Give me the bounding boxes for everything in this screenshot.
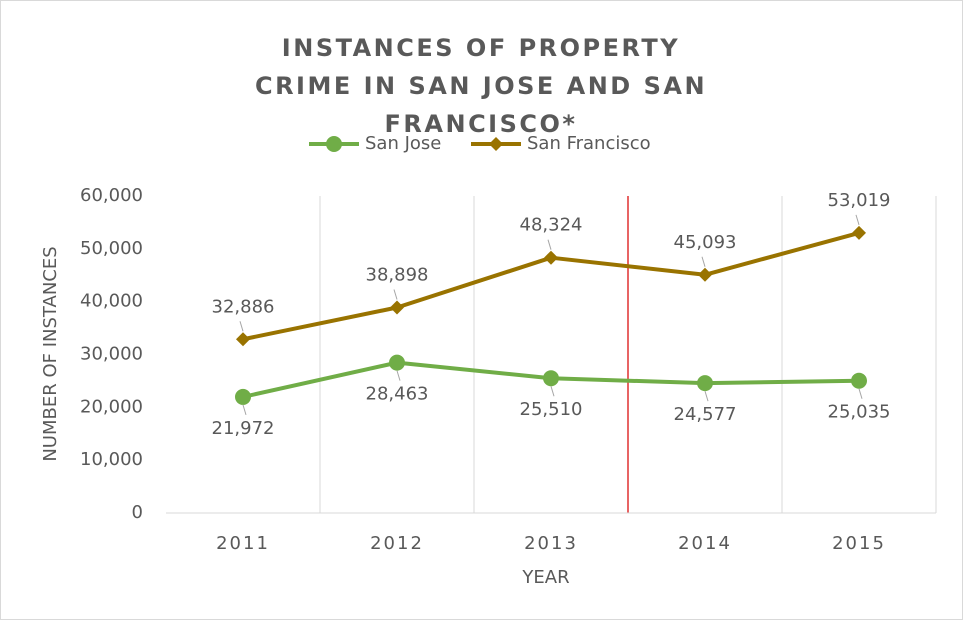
y-tick-label: 20,000 bbox=[80, 396, 143, 417]
data-point bbox=[390, 300, 404, 315]
label-leader bbox=[704, 391, 709, 402]
legend-label: San Francisco bbox=[527, 133, 651, 154]
label-leader bbox=[550, 386, 555, 397]
data-point bbox=[852, 225, 866, 240]
label-leader bbox=[239, 321, 244, 332]
legend-marker bbox=[489, 137, 503, 151]
data-label: 48,324 bbox=[520, 215, 583, 236]
y-tick-label: 0 bbox=[132, 502, 143, 523]
y-tick-label: 40,000 bbox=[80, 291, 143, 312]
y-axis-label: NUMBER OF INSTANCES bbox=[40, 246, 61, 461]
data-label: 24,577 bbox=[674, 404, 737, 425]
legend-marker bbox=[326, 136, 342, 152]
label-leader bbox=[396, 370, 401, 381]
data-point bbox=[851, 372, 867, 389]
x-tick-label: 2014 bbox=[678, 533, 732, 554]
data-label: 53,019 bbox=[828, 190, 891, 211]
data-point bbox=[235, 388, 251, 405]
data-label: 21,972 bbox=[212, 418, 275, 439]
data-point bbox=[544, 250, 558, 265]
chart-title: INSTANCES OF PROPERTY CRIME IN SAN JOSE … bbox=[254, 34, 708, 138]
data-point bbox=[236, 332, 250, 347]
x-tick-label: 2013 bbox=[524, 533, 578, 554]
data-label: 25,035 bbox=[828, 402, 891, 423]
x-tick-label: 2011 bbox=[216, 533, 270, 554]
label-leader bbox=[858, 388, 863, 399]
data-point bbox=[698, 267, 712, 282]
label-leader bbox=[855, 214, 860, 226]
x-tick-label: 2012 bbox=[370, 533, 424, 554]
y-tick-label: 60,000 bbox=[80, 185, 143, 206]
data-label: 32,886 bbox=[212, 296, 275, 317]
data-label: 28,463 bbox=[366, 384, 429, 405]
data-point bbox=[697, 375, 713, 392]
data-label: 45,093 bbox=[674, 232, 737, 253]
label-leader bbox=[242, 404, 247, 416]
label-leader bbox=[393, 289, 398, 300]
data-label: 25,510 bbox=[520, 399, 583, 420]
y-tick-label: 50,000 bbox=[80, 238, 143, 259]
data-point bbox=[543, 370, 559, 387]
x-axis-label: YEAR bbox=[521, 567, 569, 588]
legend-label: San Jose bbox=[365, 133, 441, 154]
y-tick-label: 30,000 bbox=[80, 344, 143, 365]
data-point bbox=[389, 354, 405, 371]
label-leader bbox=[701, 256, 706, 267]
x-tick-label: 2015 bbox=[832, 533, 886, 554]
data-label: 38,898 bbox=[366, 264, 429, 285]
y-tick-label: 10,000 bbox=[80, 449, 143, 470]
label-leader bbox=[547, 239, 552, 250]
